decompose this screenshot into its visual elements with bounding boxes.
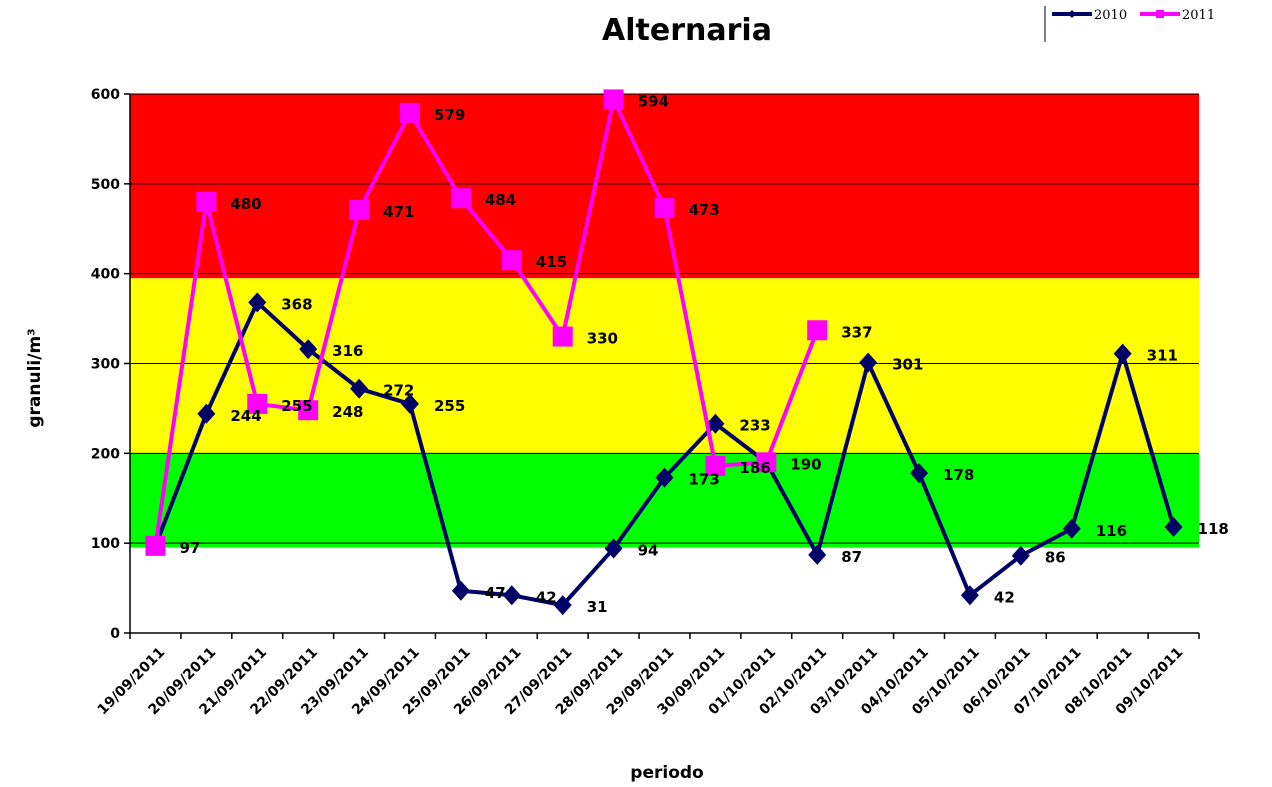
point-2010	[604, 538, 623, 559]
data-label: 248	[332, 403, 363, 421]
data-label: 190	[790, 455, 821, 473]
data-label: 368	[281, 295, 312, 313]
point-2010	[1164, 516, 1183, 537]
point-2011	[450, 188, 471, 209]
point-2010	[1113, 343, 1132, 364]
data-label: 173	[689, 471, 720, 489]
band-0	[130, 453, 1199, 548]
data-label: 116	[1096, 522, 1127, 540]
data-label: 330	[587, 330, 618, 348]
y-tick-200: 200	[91, 446, 120, 462]
data-label: 272	[383, 382, 414, 400]
gridlines	[124, 93, 1199, 634]
point-2010	[299, 339, 318, 360]
data-label: 337	[841, 323, 872, 341]
y-axis-title: granuli/m³	[25, 328, 45, 427]
data-label: 86	[1045, 549, 1066, 567]
point-2010	[451, 580, 470, 601]
data-label: 31	[587, 598, 608, 616]
legend-label-2010: 2010	[1094, 8, 1127, 23]
y-tick-400: 400	[91, 267, 120, 283]
series-lines	[145, 89, 1183, 616]
point-2011	[807, 320, 828, 341]
data-label: 186	[739, 459, 770, 477]
point-2011	[756, 452, 777, 473]
point-2010	[1011, 545, 1030, 566]
data-label: 311	[1147, 347, 1178, 365]
data-label: 47	[485, 584, 506, 602]
point-2010	[197, 403, 216, 424]
point-2010	[960, 585, 979, 606]
point-2010	[248, 292, 267, 313]
point-2010	[502, 585, 521, 606]
y-tick-100: 100	[91, 536, 120, 552]
data-label: 415	[536, 253, 567, 271]
point-2010	[808, 544, 827, 565]
data-label: 97	[179, 539, 200, 557]
point-2011	[298, 400, 319, 421]
data-label: 579	[434, 106, 465, 124]
data-label: 178	[943, 466, 974, 484]
data-labels: 97 244 368 316 272 255 47 42 31 94 173 233 190 87 301 1…	[179, 92, 1228, 616]
point-2010	[859, 352, 878, 373]
axes	[129, 94, 1199, 634]
legend-marker-2011	[1156, 10, 1164, 18]
data-label: 473	[689, 201, 720, 219]
point-2011	[145, 535, 166, 556]
data-label: 594	[638, 92, 669, 110]
data-label: 471	[383, 203, 414, 221]
y-tick-300: 300	[91, 357, 120, 373]
data-label: 94	[638, 542, 659, 560]
data-label: 255	[434, 397, 465, 415]
y-tick-0: 0	[110, 626, 120, 642]
point-2011	[654, 198, 675, 219]
point-2010	[1062, 518, 1081, 539]
legend-marker-2010	[1068, 10, 1076, 18]
point-2011	[705, 455, 726, 476]
point-2011	[349, 199, 370, 220]
point-2010	[553, 595, 572, 616]
risk-bands	[130, 94, 1199, 548]
x-tick-labels: 19/09/201120/09/201121/09/201122/09/2011…	[95, 633, 1200, 718]
data-label: 42	[994, 588, 1015, 606]
x-axis-title: periodo	[630, 763, 703, 783]
point-2010	[350, 378, 369, 399]
point-2010	[706, 413, 725, 434]
data-label: 87	[841, 548, 862, 566]
point-2011	[196, 191, 217, 212]
band-1	[130, 278, 1199, 454]
data-label: 480	[230, 195, 261, 213]
data-label: 42	[536, 588, 557, 606]
data-label: 316	[332, 342, 363, 360]
point-2010	[910, 463, 929, 484]
point-2011	[603, 89, 624, 110]
point-2010	[655, 467, 674, 488]
data-label: 301	[892, 356, 923, 374]
point-2011	[501, 250, 522, 271]
band-2	[130, 94, 1199, 279]
y-tick-600: 600	[91, 87, 120, 103]
chart-title: Alternaria	[602, 13, 772, 48]
point-2011	[399, 102, 420, 123]
y-tick-500: 500	[91, 177, 120, 193]
point-2011	[552, 326, 573, 347]
y-tick-labels: 0 100 200 300 400 500 600	[91, 87, 120, 642]
data-label: 118	[1198, 520, 1229, 538]
data-label: 484	[485, 191, 516, 209]
legend: 2010 2011	[1044, 6, 1215, 42]
data-label: 233	[739, 417, 770, 435]
data-label: 244	[230, 407, 261, 425]
data-label: 255	[281, 397, 312, 415]
legend-label-2011: 2011	[1182, 8, 1215, 23]
point-2011	[247, 393, 268, 414]
point-2010	[400, 393, 419, 414]
